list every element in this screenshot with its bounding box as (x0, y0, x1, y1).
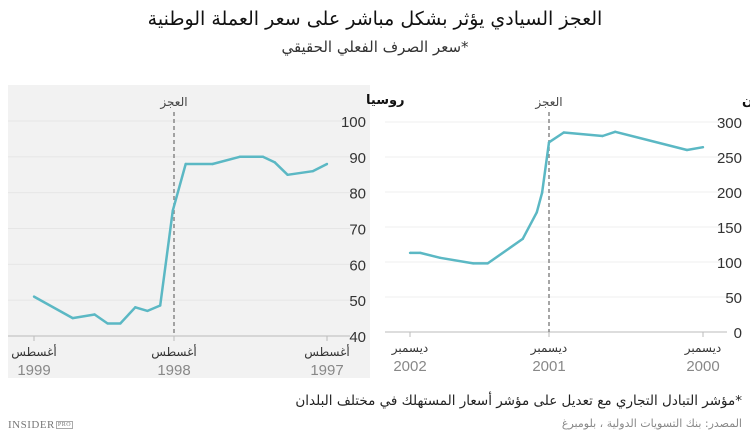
chart-0-data-point (325, 162, 329, 166)
chart-0-x-tick-month: أغسطس (11, 344, 56, 360)
chart-0-data-point (71, 316, 74, 320)
chart-1-x-tick-year: 2000 (686, 358, 719, 375)
chart-1-data-point (472, 262, 475, 265)
chart-1-x-tick-month: ديسمبر (684, 341, 722, 356)
chart-0-x-tick-year: 1997 (310, 362, 343, 379)
chart-0-x-tick-month: أغسطس (151, 344, 196, 360)
chart-0-panel-background (8, 85, 370, 378)
chart-1-data-point (540, 191, 544, 194)
chart-0-data-point (184, 162, 187, 166)
chart-0-y-tick-label: 50 (349, 293, 366, 310)
chart-1-data-point (685, 148, 689, 152)
chart-0-data-point (211, 162, 214, 166)
insider-pro-logo: INSIDER PRO (8, 419, 74, 431)
chart-1-data-point (547, 141, 551, 144)
source-text: المصدر: بنك التسويات الدولية ، بلومبرغ (561, 417, 742, 430)
chart-0-data-point (106, 322, 109, 325)
chart-1-y-tick-label: 300 (717, 115, 742, 132)
chart-1-y-tick-label: 200 (717, 185, 742, 202)
chart-subtitle: *سعر الصرف الفعلي الحقيقي (281, 38, 469, 56)
chart-0-default-marker-label: العجز (159, 95, 187, 110)
chart-1-x-tick-year: 2001 (532, 358, 565, 375)
chart-0-x-tick-year: 1999 (17, 362, 50, 379)
chart-0-y-tick-label: 70 (349, 222, 366, 239)
chart-1-data-point (419, 251, 422, 255)
chart-1-y-tick-label: 50 (725, 290, 742, 307)
chart-1-data-point (535, 211, 539, 214)
footnote: *مؤشر التبادل التجاري مع تعديل على مؤشر … (295, 393, 742, 409)
chart-0-y-tick-label: 80 (349, 186, 366, 203)
chart-0-data-point (171, 209, 175, 212)
chart-0-y-tick-label: 40 (349, 329, 366, 346)
chart-title: العجز السيادي يؤثر بشكل مباشر على سعر ال… (147, 8, 603, 30)
chart-1-data-point (701, 146, 705, 149)
chart-0-data-point (158, 304, 162, 307)
chart-1-series-line (410, 130, 704, 265)
chart-0-data-point (119, 322, 122, 325)
chart-1-data-point (562, 131, 565, 134)
chart-1-panel-title: الأرجنتين (742, 91, 750, 108)
chart-0-data-point (93, 313, 96, 316)
chart-0-y-tick-label: 60 (349, 257, 366, 274)
chart-1-data-point (486, 262, 489, 265)
chart-1-default-marker-label: العجز (534, 95, 562, 110)
chart-0-y-tick-label: 90 (349, 150, 366, 167)
chart-1-data-point (601, 134, 604, 138)
chart-1-x-tick-month: ديسمبر (391, 341, 429, 356)
chart-1-data-point (614, 130, 617, 133)
chart-0-x-tick-year: 1998 (157, 362, 190, 379)
chart-0-data-point (146, 309, 149, 313)
chart-1-y-tick-label: 100 (717, 255, 742, 272)
chart-0-data-point (311, 169, 314, 173)
chart-0-data-point (32, 295, 36, 298)
chart-1-y-tick-label: 250 (717, 150, 742, 167)
chart-1-x-tick-month: ديسمبر (530, 341, 568, 356)
chart-0-panel-title: روسيا (366, 93, 405, 108)
chart-0-data-point (134, 306, 137, 309)
chart-1-y-tick-label: 150 (717, 220, 742, 237)
chart-1-y-tick-label: 0 (734, 325, 742, 342)
chart-0-data-point (286, 173, 289, 176)
chart-0-y-tick-label: 100 (341, 114, 366, 131)
chart-1-x-tick-year: 2002 (393, 358, 426, 375)
chart-1-data-point (521, 237, 524, 241)
chart-0-data-point (261, 155, 265, 159)
chart-1-data-point (438, 256, 442, 259)
chart-0-x-tick-month: أغسطس (304, 344, 349, 360)
chart-1-data-point (408, 251, 412, 255)
chart-0-data-point (273, 161, 276, 164)
chart-0-data-point (238, 155, 242, 159)
